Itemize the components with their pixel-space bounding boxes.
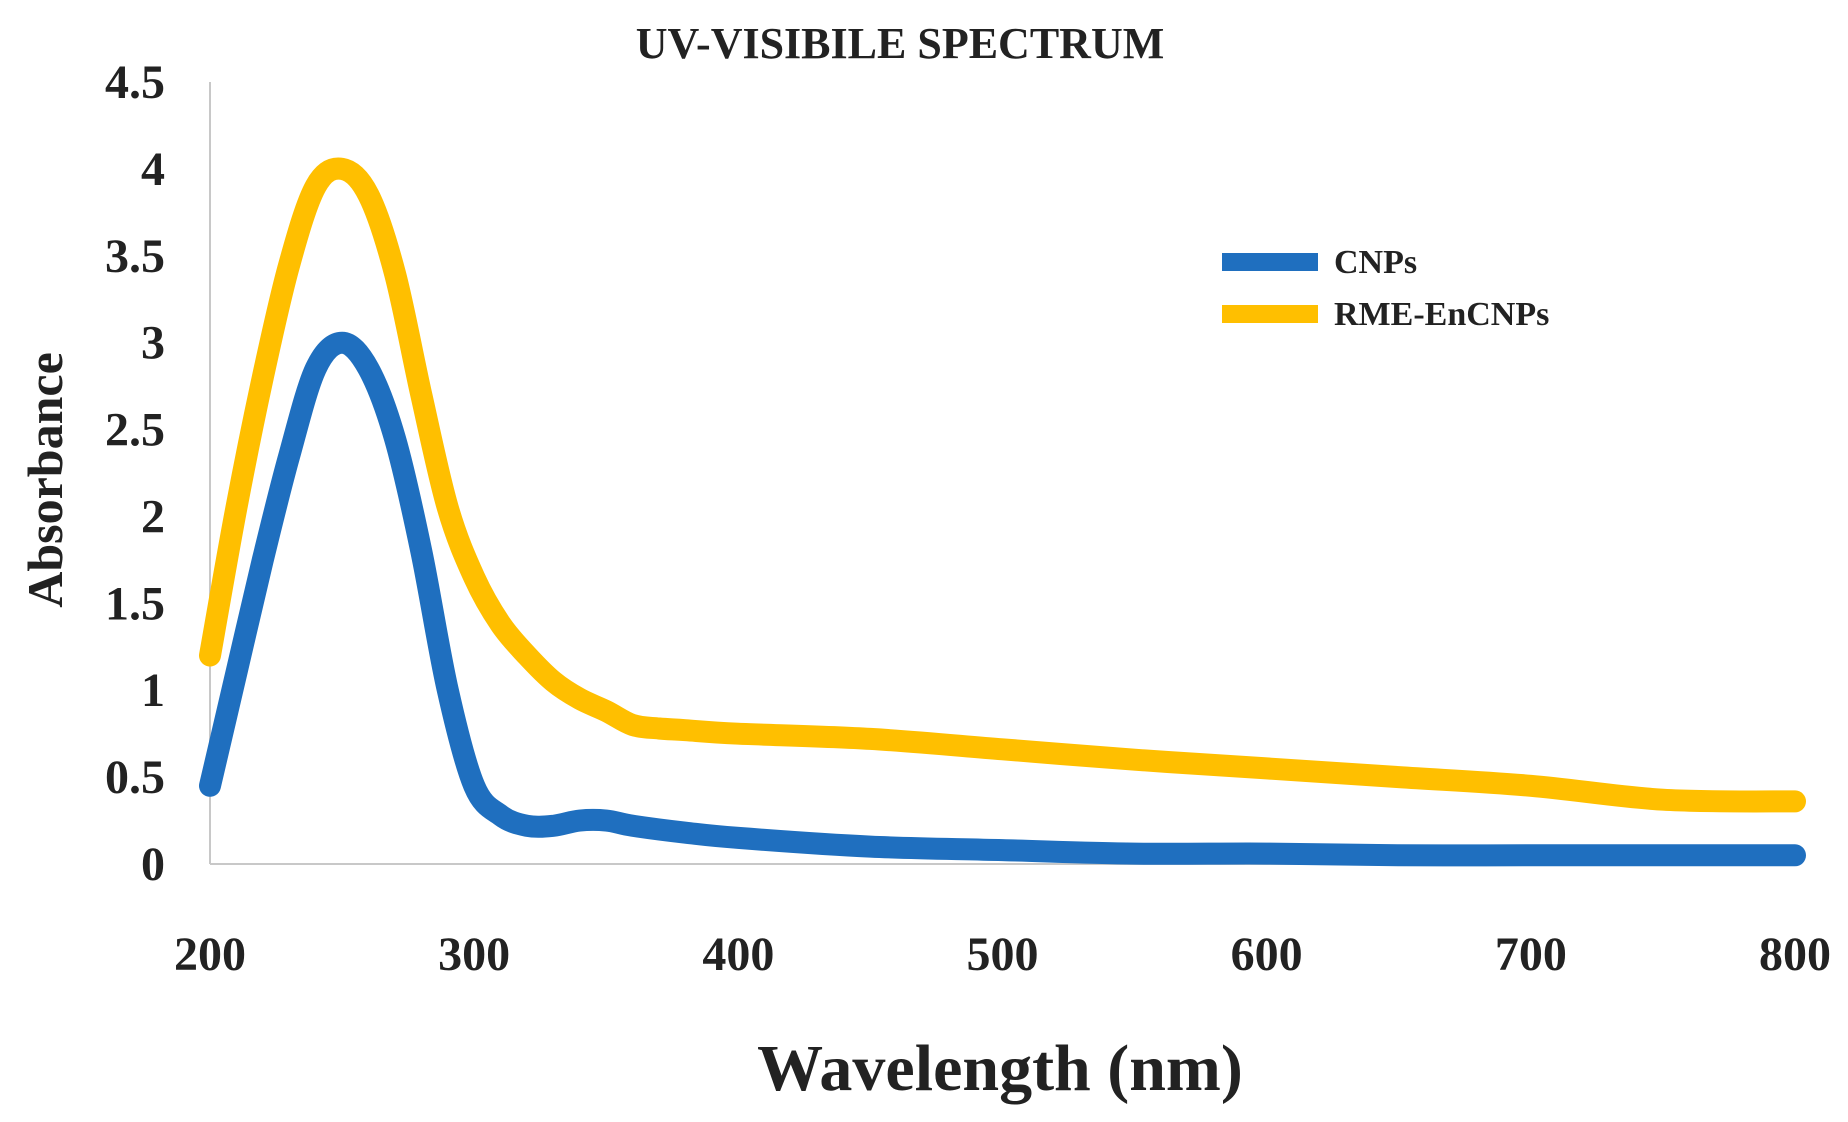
y-tick-label: 2	[141, 490, 165, 543]
y-tick-label: 2.5	[105, 404, 165, 457]
y-tick-label: 3.5	[105, 230, 165, 283]
x-tick-labels: 200 300 400 500 600 700 800	[174, 928, 1831, 981]
y-tick-labels: 0 0.5 1 1.5 2 2.5 3 3.5 4 4.5	[105, 56, 165, 891]
x-tick-label: 800	[1759, 928, 1831, 981]
x-tick-label: 700	[1495, 928, 1567, 981]
chart-title: UV-VISIBILE SPECTRUM	[636, 19, 1165, 68]
y-tick-label: 4.5	[105, 56, 165, 109]
x-tick-label: 200	[174, 928, 246, 981]
y-tick-label: 3	[141, 317, 165, 370]
x-tick-label: 500	[967, 928, 1039, 981]
series-line-rme-encnps	[199, 157, 1806, 813]
y-tick-label: 0.5	[105, 751, 165, 804]
legend-label: RME-EnCNPs	[1334, 296, 1549, 333]
legend-label: CNPs	[1334, 244, 1417, 281]
y-axis-label: Absorbance	[17, 352, 73, 608]
x-tick-label: 600	[1231, 928, 1303, 981]
series-lines	[199, 157, 1806, 867]
y-tick-label: 1.5	[105, 577, 165, 630]
y-tick-label: 0	[141, 838, 165, 891]
y-tick-label: 4	[141, 143, 165, 196]
legend: CNPs RME-EnCNPs	[1222, 244, 1549, 333]
y-tick-label: 1	[141, 664, 165, 717]
x-tick-label: 400	[702, 928, 774, 981]
x-axis-label: Wavelength (nm)	[757, 1032, 1243, 1105]
series-line-cnps	[199, 331, 1806, 867]
x-tick-label: 300	[438, 928, 510, 981]
